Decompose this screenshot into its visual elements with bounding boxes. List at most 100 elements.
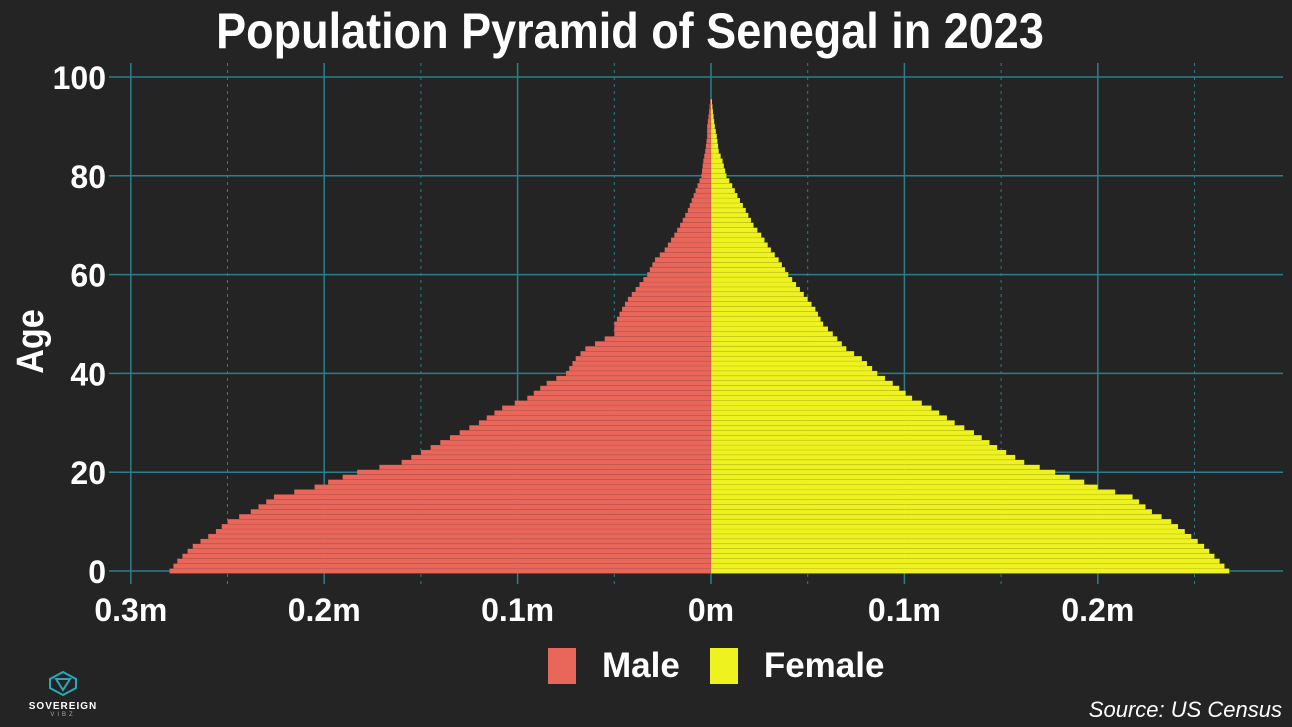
legend-label-female: Female <box>763 646 885 685</box>
bar-male-age-63 <box>654 257 712 263</box>
bar-female-age-38 <box>710 380 894 386</box>
bar-male-age-72 <box>684 212 712 219</box>
bar-male-age-33 <box>501 405 712 411</box>
bar-female-age-43 <box>710 355 863 362</box>
y-tick-label: 40 <box>70 356 106 392</box>
bar-female-age-19 <box>710 474 1071 480</box>
bar-female-age-57 <box>710 286 801 293</box>
bar-male-age-18 <box>327 479 712 485</box>
bar-male-age-4 <box>187 548 712 554</box>
legend-swatch-female <box>709 648 738 684</box>
bar-female-age-87 <box>710 138 718 144</box>
bar-male-age-65 <box>664 247 712 253</box>
bar-female-age-40 <box>710 370 878 377</box>
x-tick-label: 0m <box>688 592 734 628</box>
bar-male-age-71 <box>682 217 712 223</box>
bar-female-age-54 <box>710 301 812 307</box>
bar-male-age-22 <box>401 459 712 466</box>
bar-male-age-68 <box>674 232 712 238</box>
bar-male-age-12 <box>250 509 712 515</box>
bar-male-age-73 <box>687 207 712 214</box>
bar-female-age-86 <box>710 143 719 149</box>
bar-female-age-34 <box>710 400 923 406</box>
bar-female-age-63 <box>710 257 779 263</box>
bar-male-age-35 <box>527 395 712 401</box>
bar-female-age-52 <box>710 311 819 317</box>
bar-female-age-36 <box>710 390 906 396</box>
bar-male-age-37 <box>539 385 712 391</box>
bar-female-age-49 <box>710 326 829 332</box>
bar-male-age-24 <box>420 449 712 456</box>
bar-male-age-93 <box>708 108 712 115</box>
bar-female-age-83 <box>710 158 723 164</box>
bar-male-age-69 <box>676 227 712 233</box>
x-tick-label: 0.2m <box>288 592 361 628</box>
bar-male-age-23 <box>410 454 712 461</box>
bar-female-age-15 <box>710 494 1133 500</box>
bar-female-age-21 <box>710 464 1041 470</box>
bar-male-age-82 <box>702 163 712 169</box>
bar-female-age-23 <box>710 454 1016 461</box>
bar-male-age-7 <box>207 533 712 540</box>
bar-female-age-80 <box>710 173 727 179</box>
bar-male-age-64 <box>659 252 712 258</box>
bar-male-age-1 <box>173 563 712 569</box>
bar-male-age-40 <box>565 370 712 377</box>
bar-male-age-16 <box>293 489 712 495</box>
bar-male-age-60 <box>646 271 712 278</box>
bar-male-age-81 <box>701 168 712 174</box>
bar-male-age-32 <box>494 410 712 416</box>
bar-female-age-17 <box>710 484 1099 490</box>
bar-female-age-42 <box>710 360 868 367</box>
bar-female-age-77 <box>710 187 736 194</box>
bar-male-age-58 <box>639 281 712 288</box>
axes: 0 20 40 60 80 100 0.3m 0.2m 0.1m 0m 0.1m 0.2m <box>53 60 1135 628</box>
bar-female-age-1 <box>710 563 1225 569</box>
x-tick-label: 0.1m <box>868 592 941 628</box>
bar-male-age-52 <box>619 311 712 317</box>
bar-male-age-74 <box>689 202 712 209</box>
bar-male-age-61 <box>649 266 712 273</box>
bar-male-age-0 <box>169 568 712 574</box>
bar-female-age-60 <box>710 271 789 278</box>
bar-female-age-45 <box>710 345 847 352</box>
bar-male-age-19 <box>342 474 712 480</box>
bar-male-age-31 <box>486 415 712 421</box>
bar-male-age-67 <box>670 237 712 243</box>
bar-female-age-22 <box>710 459 1025 466</box>
bar-male-age-21 <box>379 464 712 470</box>
bar-male-age-6 <box>200 538 712 545</box>
bar-female-age-12 <box>710 509 1153 515</box>
bar-female-age-20 <box>710 469 1056 475</box>
bar-female-age-85 <box>710 148 719 154</box>
bar-male-age-80 <box>701 173 712 179</box>
bar-female-age-89 <box>710 128 717 135</box>
bar-female-age-61 <box>710 266 786 273</box>
bar-female-age-70 <box>710 222 754 228</box>
bar-male-age-89 <box>706 128 712 135</box>
bar-male-age-39 <box>556 375 712 382</box>
bar-female-age-92 <box>710 113 714 120</box>
x-tick-label: 0.2m <box>1061 592 1134 628</box>
bar-male-age-59 <box>643 276 712 283</box>
bar-female-age-68 <box>710 232 762 238</box>
bar-female-age-73 <box>710 207 747 214</box>
bar-male-age-30 <box>478 420 712 426</box>
y-tick-label: 60 <box>70 258 106 294</box>
bar-male-age-20 <box>356 469 712 475</box>
bar-male-age-43 <box>575 355 712 362</box>
bar-female-age-35 <box>710 395 913 401</box>
bar-male-age-76 <box>693 192 712 199</box>
bar-female-age-79 <box>710 178 730 184</box>
bar-female-age-82 <box>710 163 725 169</box>
bar-male-age-83 <box>703 158 712 164</box>
bar-male-age-15 <box>273 494 712 500</box>
bar-female-age-91 <box>710 118 715 125</box>
bar-female-age-13 <box>710 504 1146 510</box>
bar-female-age-32 <box>710 410 940 416</box>
bar-male-age-51 <box>616 316 712 322</box>
bar-female-age-18 <box>710 479 1085 485</box>
bar-male-age-38 <box>546 380 712 386</box>
bar-male-age-62 <box>652 262 712 268</box>
bar-male-age-34 <box>514 400 712 406</box>
